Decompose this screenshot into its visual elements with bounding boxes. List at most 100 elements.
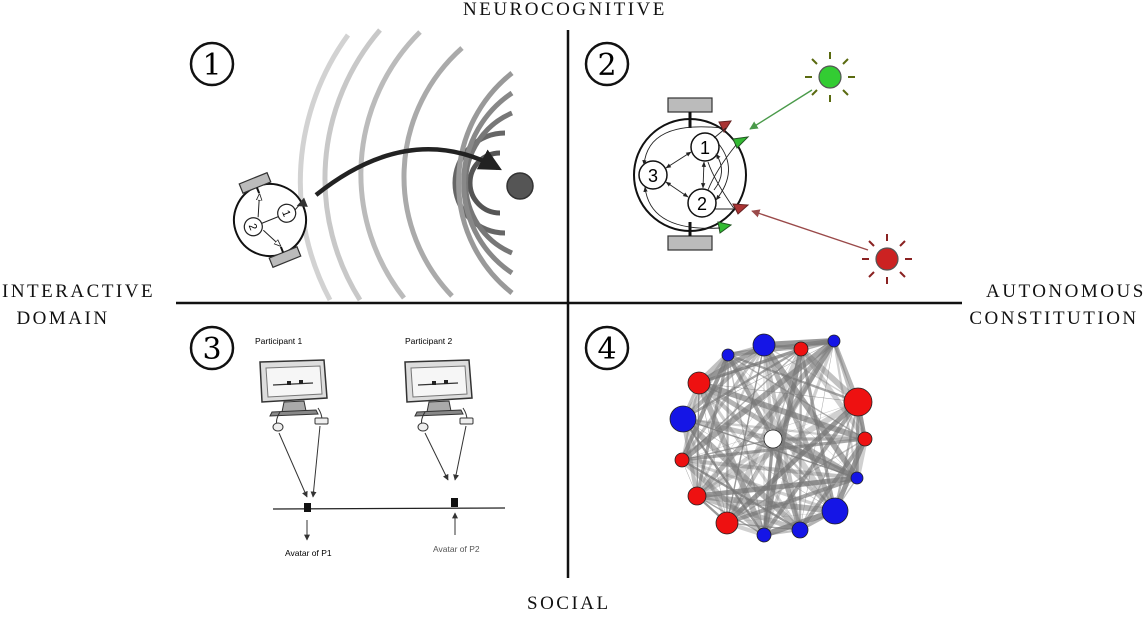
network-node xyxy=(763,429,783,449)
svg-text:2: 2 xyxy=(246,222,259,232)
svg-text:1: 1 xyxy=(202,48,221,83)
axis-label-right-line1: AUTONOMOUS xyxy=(986,281,1143,302)
network-edge xyxy=(681,438,774,461)
network-edge xyxy=(680,354,730,461)
quadrant-1: 1 1 xyxy=(189,28,534,302)
red-light-source xyxy=(862,234,912,284)
quadrant-4-badge: 4 xyxy=(584,325,630,371)
network-node xyxy=(756,527,772,543)
network-edge xyxy=(695,437,775,498)
network-edge xyxy=(696,493,801,533)
network-edge xyxy=(770,339,837,441)
network-edge xyxy=(726,510,836,524)
node-1 xyxy=(690,132,720,162)
network-edge xyxy=(726,438,866,524)
network-node xyxy=(850,471,864,485)
sound-waves xyxy=(297,28,514,302)
network-edge xyxy=(698,340,835,384)
green-light-ray xyxy=(749,89,813,130)
axis-label-left: INTERACTIVE DOMAIN xyxy=(2,278,156,332)
network-node xyxy=(791,521,809,539)
wheel-bottom xyxy=(667,235,713,251)
light-source xyxy=(506,172,534,200)
svg-text:3: 3 xyxy=(648,166,658,186)
red-light-ray xyxy=(751,209,869,251)
svg-text:2: 2 xyxy=(597,48,616,83)
network-edge xyxy=(681,418,729,524)
avatar-p1-label: Avatar of P1 xyxy=(285,548,332,558)
avatar-p2-marker xyxy=(451,498,458,507)
avatar-p1-marker xyxy=(304,503,311,512)
quadrant-3: 3 Participant 1 Participant 2 xyxy=(189,325,506,558)
internal-connections xyxy=(642,126,737,229)
network-node xyxy=(793,341,809,357)
svg-text:2: 2 xyxy=(697,194,707,214)
network-edge xyxy=(682,416,774,442)
network-node xyxy=(687,486,707,506)
monitor-2 xyxy=(404,359,474,432)
participant-2-label: Participant 2 xyxy=(405,336,453,346)
network-node xyxy=(821,497,849,525)
network-edge xyxy=(698,382,859,403)
axis-label-right-line2: CONSTITUTION xyxy=(969,308,1139,329)
network-edge xyxy=(696,348,802,497)
network-edge xyxy=(680,416,803,533)
network-edge xyxy=(696,475,858,499)
network-edge xyxy=(772,401,859,440)
network-edge xyxy=(770,438,803,531)
input-arrows xyxy=(278,425,467,541)
svg-text:1: 1 xyxy=(700,138,710,158)
network-node xyxy=(674,452,690,468)
network-node xyxy=(721,348,735,362)
network-edge xyxy=(799,340,835,531)
robot-agent: 1 2 xyxy=(233,171,308,269)
axis-label-top: NEUROCOGNITIVE xyxy=(463,0,667,20)
network-node xyxy=(669,405,697,433)
monitor-1 xyxy=(259,359,329,432)
network-node xyxy=(752,333,776,357)
shared-line-space xyxy=(272,507,506,510)
green-light-source xyxy=(805,52,855,102)
network-edge xyxy=(771,436,859,481)
quadrant-4: 4 xyxy=(584,325,873,543)
network-edge xyxy=(727,353,859,404)
network-edge xyxy=(697,380,859,481)
quadrant-2-badge: 2 xyxy=(584,41,630,87)
axis-label-right: AUTONOMOUS CONSTITUTION xyxy=(966,278,1143,332)
network-edge xyxy=(727,338,835,358)
sensor-bottom-red xyxy=(732,203,750,215)
network-edge xyxy=(696,381,767,537)
sensor-bottom-green xyxy=(717,221,733,234)
avatar-p2-label: Avatar of P2 xyxy=(433,544,480,554)
axis-label-left-line1: INTERACTIVE xyxy=(2,281,156,302)
svg-text:4: 4 xyxy=(597,332,616,367)
network-node xyxy=(715,511,739,535)
svg-text:3: 3 xyxy=(202,332,221,367)
quadrant-2: 2 1 2 3 xyxy=(584,41,912,284)
network-node xyxy=(827,334,841,348)
quadrant-1-badge: 1 xyxy=(189,41,235,87)
network-node xyxy=(857,431,873,447)
sensor-top-green xyxy=(732,136,750,149)
network-edge xyxy=(762,438,775,536)
axis-label-left-line2: DOMAIN xyxy=(16,308,110,329)
wheel-top xyxy=(667,97,713,113)
network-edge xyxy=(726,438,774,524)
sensor-top-red xyxy=(718,120,732,134)
participant-1-label: Participant 1 xyxy=(255,336,303,346)
network-edge xyxy=(682,417,866,441)
node-2 xyxy=(687,188,717,218)
network-edge xyxy=(681,458,836,513)
svg-text:1: 1 xyxy=(279,209,292,219)
network-nodes xyxy=(669,333,873,543)
network-edge xyxy=(681,459,801,531)
network-edge xyxy=(772,438,836,512)
node-3 xyxy=(638,160,668,190)
network-edge xyxy=(833,401,860,512)
network-node xyxy=(843,387,873,417)
quadrant-3-badge: 3 xyxy=(189,325,235,371)
approach-arrow xyxy=(314,147,502,197)
network-edge xyxy=(761,343,860,480)
